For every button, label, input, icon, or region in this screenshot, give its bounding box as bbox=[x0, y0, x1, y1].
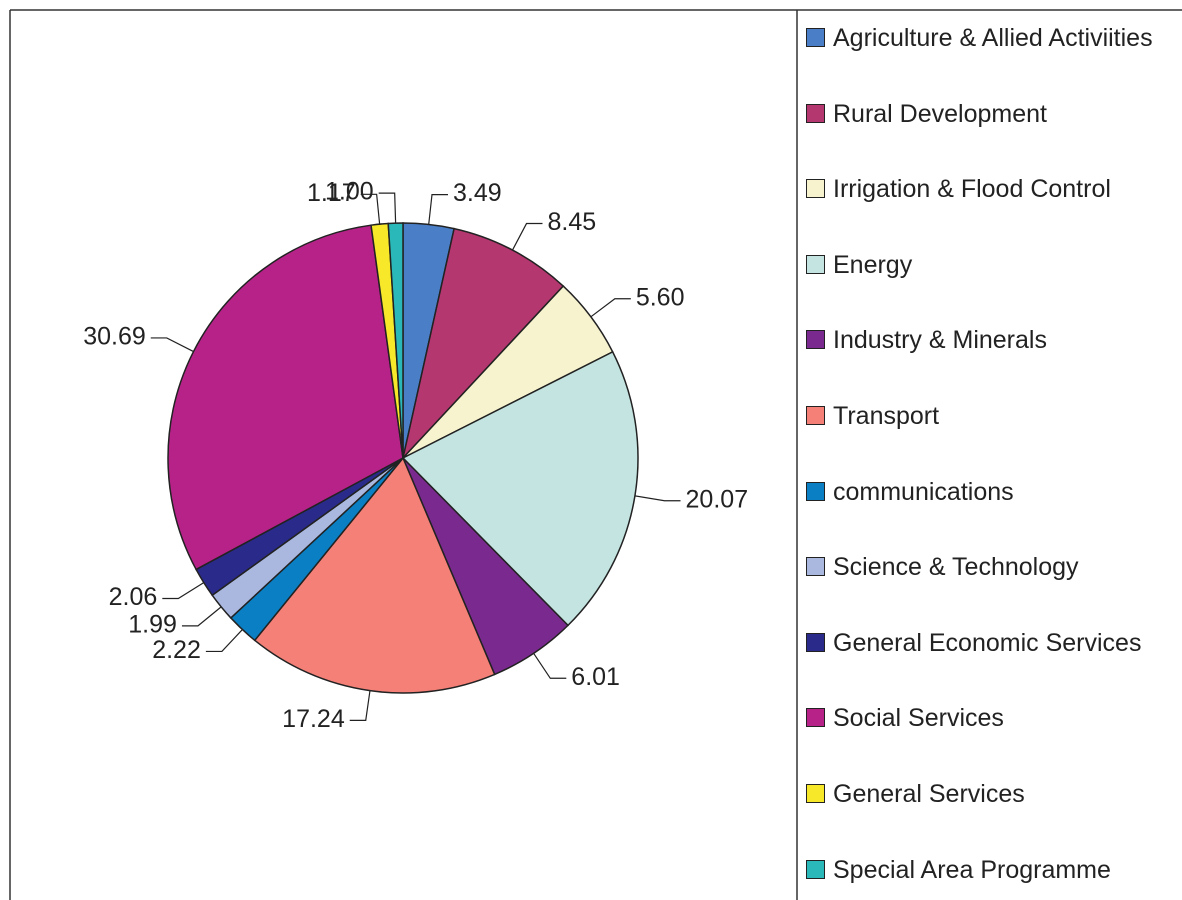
legend-label: General Economic Services bbox=[833, 628, 1142, 657]
legend-label: Energy bbox=[833, 250, 913, 279]
legend-label: communications bbox=[833, 477, 1014, 506]
legend-label: Irrigation & Flood Control bbox=[833, 175, 1111, 204]
leader-line bbox=[634, 495, 681, 502]
leader-line bbox=[533, 653, 567, 679]
legend-label: Industry & Minerals bbox=[833, 326, 1047, 355]
data-label: 1.17 bbox=[307, 179, 356, 207]
pie-slice bbox=[401, 227, 565, 461]
leader-line bbox=[360, 193, 381, 225]
leader-line bbox=[378, 192, 397, 224]
legend-swatch bbox=[806, 103, 825, 123]
legend-item: communications bbox=[806, 476, 1176, 508]
legend-swatch bbox=[806, 481, 825, 501]
legend-item: Science & Technology bbox=[806, 551, 1176, 583]
legend-item: Special Area Programme bbox=[806, 854, 1176, 886]
legend-item: Agriculture & Allied Activiities bbox=[806, 22, 1176, 54]
legend-swatch bbox=[806, 28, 825, 47]
legend-label: Agriculture & Allied Activiities bbox=[833, 24, 1153, 52]
pie-slice bbox=[387, 222, 404, 459]
legend-swatch bbox=[806, 632, 825, 652]
leader-line bbox=[349, 690, 371, 721]
legend-item: Social Services bbox=[806, 702, 1176, 734]
legend-label: Social Services bbox=[833, 704, 1004, 733]
legend-item: General Services bbox=[806, 778, 1176, 810]
data-label: 2.22 bbox=[152, 636, 201, 664]
legend-label: General Services bbox=[833, 780, 1025, 808]
data-label: 8.45 bbox=[547, 208, 596, 236]
legend-label: Rural Development bbox=[833, 99, 1047, 128]
legend-swatch bbox=[806, 330, 825, 350]
leader-line bbox=[428, 193, 448, 225]
leader-line bbox=[205, 629, 243, 653]
data-label: 17.24 bbox=[282, 705, 345, 733]
leader-line bbox=[511, 222, 543, 251]
legend-item: Energy bbox=[806, 249, 1176, 281]
leader-line bbox=[150, 337, 194, 353]
data-label: 30.69 bbox=[83, 323, 146, 351]
data-label: 3.49 bbox=[453, 179, 502, 207]
legend-item: Transport bbox=[806, 400, 1176, 432]
legend-item: Rural Development bbox=[806, 98, 1176, 130]
data-label: 2.06 bbox=[109, 583, 158, 611]
legend-label: Science & Technology bbox=[833, 553, 1079, 582]
legend-swatch bbox=[806, 784, 825, 803]
leader-line bbox=[590, 298, 631, 318]
legend-swatch bbox=[806, 406, 825, 425]
legend-swatch bbox=[806, 708, 825, 728]
legend-label: Special Area Programme bbox=[833, 855, 1111, 884]
legend-swatch bbox=[806, 254, 825, 274]
data-label: 20.07 bbox=[686, 485, 749, 513]
legend-swatch bbox=[806, 859, 825, 879]
leader-line bbox=[162, 582, 205, 600]
data-label: 1.99 bbox=[128, 610, 177, 638]
legend-item: Irrigation & Flood Control bbox=[806, 173, 1176, 205]
legend-swatch bbox=[806, 557, 825, 577]
data-label: 1.00 bbox=[325, 178, 374, 206]
legend-item: Industry & Minerals bbox=[806, 324, 1176, 356]
legend-label: Transport bbox=[833, 402, 940, 430]
leader-line bbox=[181, 606, 222, 627]
data-label: 5.60 bbox=[636, 283, 685, 311]
legend-item: General Economic Services bbox=[806, 627, 1176, 659]
legend-swatch bbox=[806, 179, 825, 199]
data-label: 6.01 bbox=[571, 663, 620, 691]
